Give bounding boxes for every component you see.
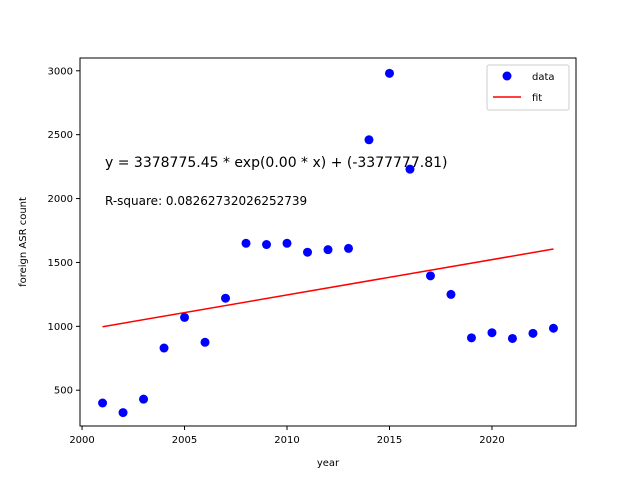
data-point bbox=[323, 245, 333, 255]
y-tick-label: 1000 bbox=[48, 322, 73, 333]
legend-fit-label: fit bbox=[532, 93, 542, 104]
data-point bbox=[528, 328, 538, 338]
fit-line bbox=[102, 248, 554, 328]
data-point bbox=[139, 394, 149, 404]
plot-marks bbox=[98, 68, 558, 418]
data-point bbox=[548, 323, 558, 333]
data-point bbox=[180, 312, 190, 322]
x-tick-label: 2005 bbox=[172, 435, 197, 446]
legend-box bbox=[486, 64, 570, 111]
data-point bbox=[303, 247, 313, 257]
y-tick-label: 2000 bbox=[48, 194, 73, 205]
data-point bbox=[221, 293, 231, 303]
r-square-text: R-square: 0.08262732026252739 bbox=[105, 194, 307, 208]
x-tick-label: 2015 bbox=[377, 435, 402, 446]
plot-frame bbox=[79, 57, 577, 427]
data-point bbox=[364, 135, 374, 145]
data-point bbox=[384, 68, 394, 78]
data-point bbox=[466, 333, 476, 343]
data-point bbox=[241, 238, 251, 248]
x-axis-label: year bbox=[317, 458, 340, 469]
legend: data fit bbox=[486, 64, 570, 111]
data-point bbox=[343, 243, 353, 253]
y-tick-label: 500 bbox=[54, 386, 73, 397]
y-tick-label: 1500 bbox=[48, 258, 73, 269]
x-tick-label: 2000 bbox=[69, 435, 94, 446]
data-point bbox=[405, 164, 415, 174]
y-tick-label: 3000 bbox=[48, 66, 73, 77]
data-point bbox=[200, 337, 210, 347]
y-axis-ticks: 500 1000 1500 2000 2500 3000 bbox=[48, 66, 80, 397]
data-point bbox=[98, 398, 108, 408]
data-point bbox=[446, 289, 456, 299]
data-point bbox=[282, 238, 292, 248]
x-tick-label: 2010 bbox=[274, 435, 299, 446]
data-point bbox=[159, 343, 169, 353]
x-tick-label: 2020 bbox=[479, 435, 504, 446]
legend-data-marker bbox=[502, 71, 512, 81]
data-point bbox=[507, 333, 517, 343]
y-tick-label: 2500 bbox=[48, 130, 73, 141]
data-point bbox=[118, 408, 128, 418]
data-point bbox=[487, 328, 497, 338]
data-point bbox=[425, 271, 435, 281]
data-point bbox=[262, 240, 272, 250]
y-axis-label: foreign ASR count bbox=[18, 197, 29, 287]
legend-data-label: data bbox=[532, 72, 555, 83]
x-axis-ticks: 2000 2005 2010 2015 2020 bbox=[69, 426, 505, 446]
fit-equation: y = 3378775.45 * exp(0.00 * x) + (-33777… bbox=[105, 155, 447, 171]
